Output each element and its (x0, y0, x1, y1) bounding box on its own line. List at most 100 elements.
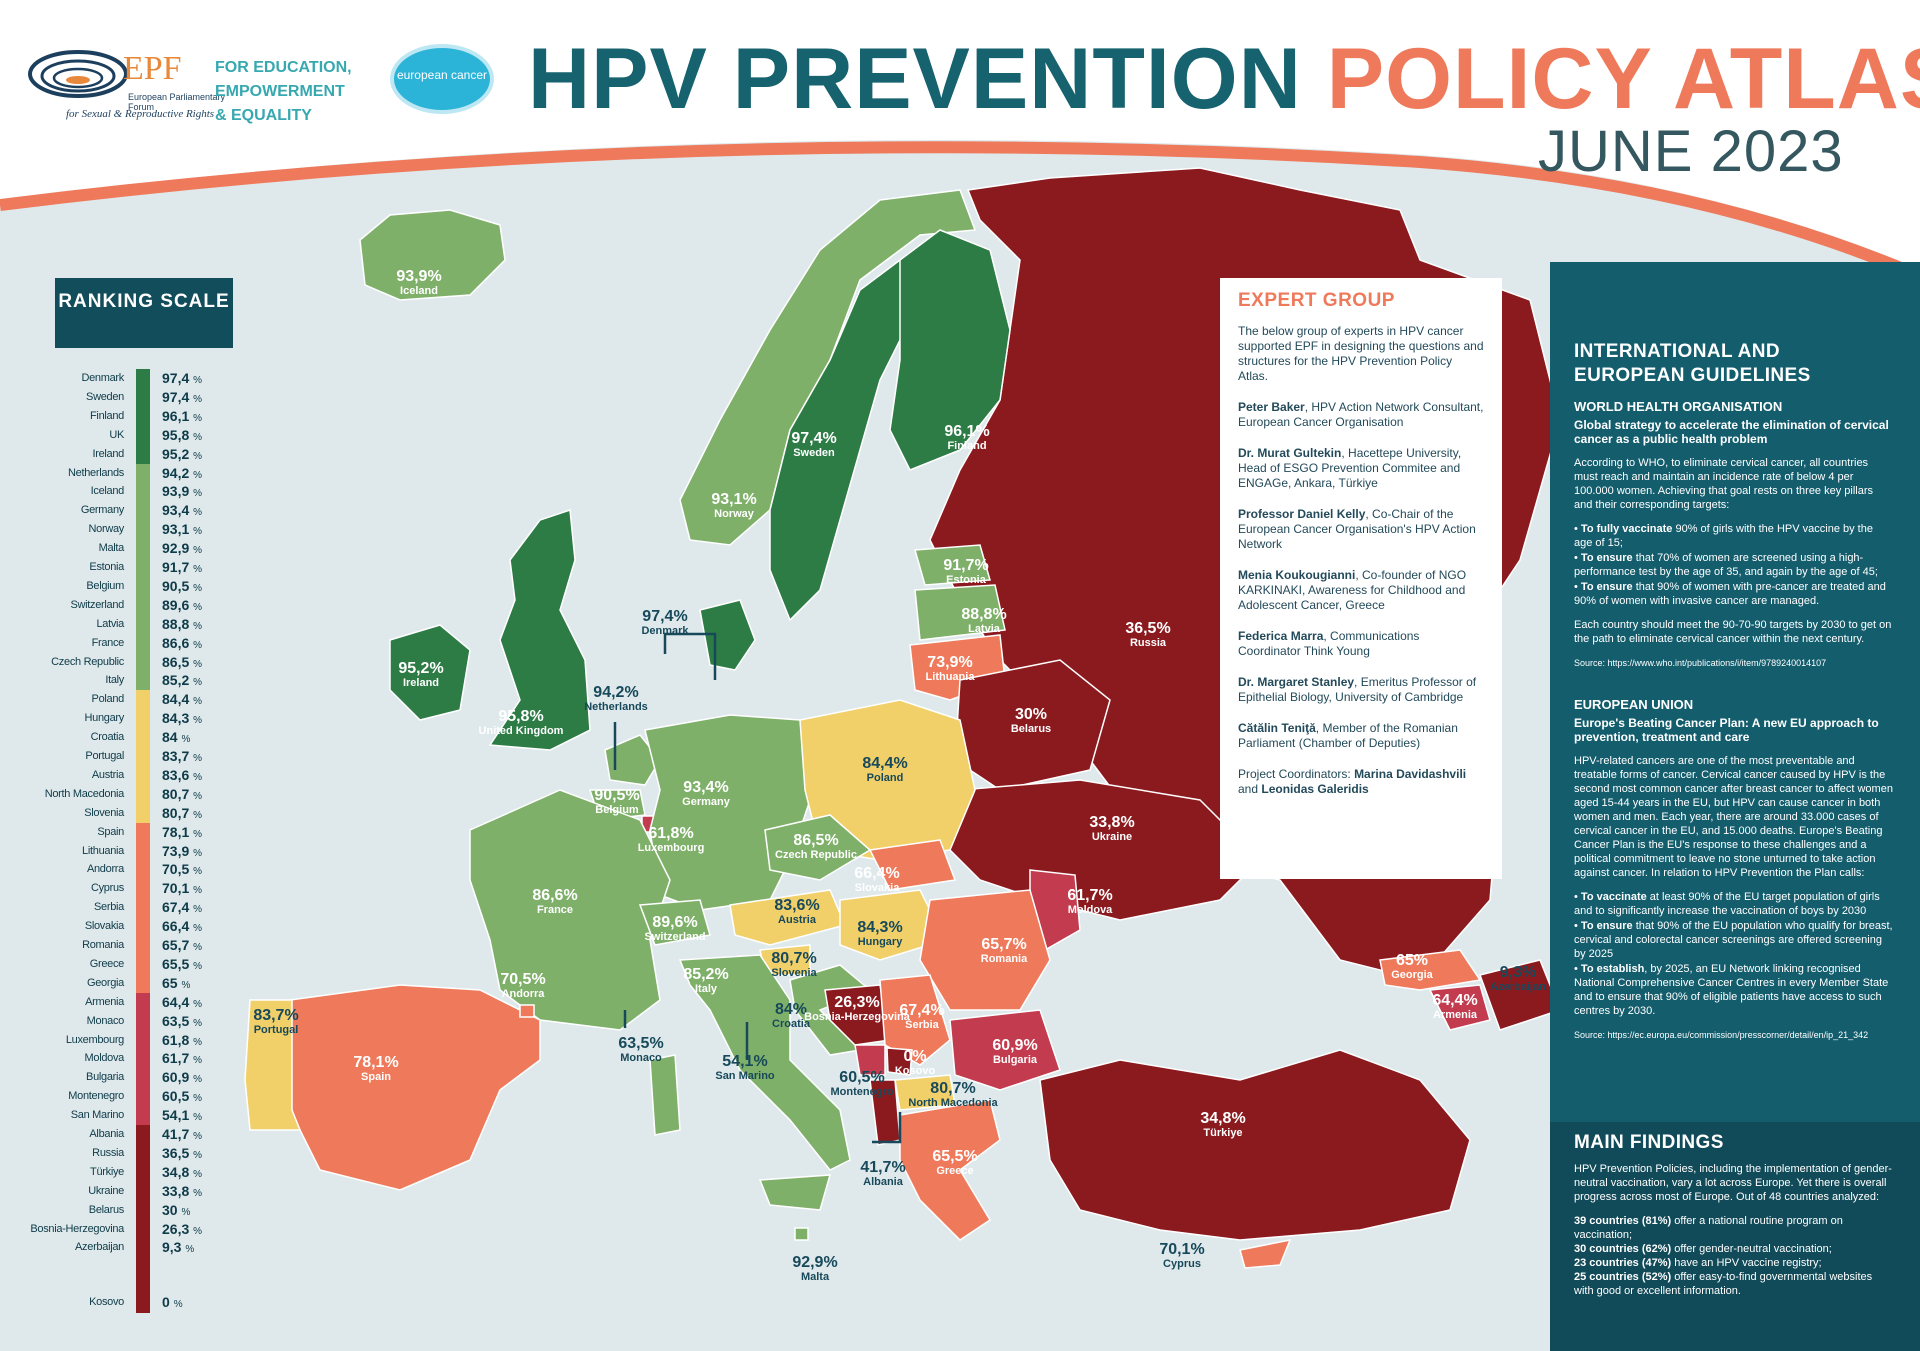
map-label-ireland: 95,2% Ireland (398, 661, 443, 691)
map-label-value: 78,1% (353, 1054, 399, 1071)
percent-sign: % (193, 771, 203, 783)
country-netherlands (604, 734, 661, 786)
ranking-row: Finland 96,1 % (0, 407, 230, 426)
map-label-belgium: 90,5% Belgium (594, 788, 639, 818)
map-label-andorra: 70,5% Andorra (500, 972, 545, 1002)
map-label-germany: 93,4% Germany (682, 780, 730, 810)
ranking-row: San Marino 54,1 % (0, 1106, 230, 1125)
map-label-slovenia: 80,7% Slovenia (771, 951, 816, 981)
ranking-value: 80,7 % (162, 786, 202, 802)
map-label-country: Croatia (772, 1018, 810, 1030)
map-label-value: 90,5% (594, 787, 640, 804)
ranking-number: 41,7 (162, 1126, 194, 1142)
map-label-armenia: 64,4% Armenia (1432, 993, 1477, 1023)
percent-sign: % (193, 790, 203, 802)
country-czech (764, 814, 872, 881)
expert-entry: Cătălin Teniţă, Member of the Romanian P… (1238, 721, 1484, 751)
ranking-value: 63,5 % (162, 1013, 202, 1029)
map-label-montenegro: 60,5% Montenegro (831, 1070, 894, 1100)
ranking-row: Türkiye 34,8 % (0, 1163, 230, 1182)
map-label-bosnia: 26,3% Bosnia-Herzegovina (804, 995, 910, 1025)
map-label-iceland: 93,9% Iceland (396, 269, 441, 299)
ranking-value: 96,1 % (162, 408, 202, 424)
ranking-row: UK 95,8 % (0, 426, 230, 445)
ranking-row: Croatia 84 % (0, 728, 230, 747)
bullet-lead: To fully vaccinate (1580, 523, 1673, 535)
ranking-value: 0 % (162, 1294, 183, 1310)
map-label-country: Luxembourg (637, 842, 705, 854)
map-label-cyprus: 70,1% Cyprus (1159, 1242, 1204, 1272)
page-title: HPV PREVENTION POLICY ATLAS (528, 30, 1920, 129)
map-label-value: 61,7% (1067, 887, 1113, 904)
bullet-text: at least 90% of the EU target population… (1574, 891, 1880, 917)
percent-sign: % (193, 942, 203, 953)
map-label-denmark: 97,4% Denmark (641, 609, 688, 639)
country-sweden (769, 258, 911, 622)
ranking-value: 95,8 % (162, 427, 202, 443)
ranking-color-bar (136, 898, 150, 918)
ranking-number: 60,9 (162, 1069, 194, 1086)
map-label-value: 70,1% (1159, 1241, 1205, 1258)
map-label-country: Georgia (1391, 969, 1433, 981)
ranking-value: 83,6 % (162, 767, 202, 783)
map-label-value: 97,4% (791, 430, 837, 447)
ranking-color-bar (136, 1068, 150, 1088)
ranking-number: 73,9 (162, 842, 194, 859)
ranking-row: Montenegro 60,5 % (0, 1087, 230, 1106)
ranking-value: 86,5 % (162, 654, 202, 670)
ranking-color-bar (136, 369, 150, 389)
ranking-number: 93,4 (162, 502, 194, 519)
ranking-scale-title: RANKING SCALE (55, 278, 233, 348)
ranking-color-bar (136, 671, 150, 691)
percent-sign: % (193, 582, 203, 594)
map-label-greece: 65,5% Greece (932, 1149, 977, 1179)
ranking-country-name: Poland (91, 693, 125, 706)
ranking-number: 54,1 (162, 1107, 194, 1124)
ranking-number: 78,1 (162, 823, 194, 840)
expert-role: , Co-founder of NGO KARKINAKI, Awareness… (1238, 568, 1467, 612)
ranking-number: 93,1 (162, 521, 194, 538)
ranking-value: 66,4 % (162, 918, 202, 934)
ranking-number: 9,3 (162, 1239, 186, 1256)
ranking-color-bar (136, 444, 150, 465)
ranking-row: Norway 93,1 % (0, 520, 230, 539)
ranking-value: 80,7 % (162, 805, 202, 821)
ranking-country-name: Germany (80, 504, 124, 517)
ranking-number: 92,9 (162, 540, 194, 557)
map-label-value: 84,3% (857, 919, 903, 936)
ranking-color-bar (136, 1125, 150, 1145)
map-label-country: Cyprus (1163, 1258, 1201, 1270)
bullet-lead: To ensure (1580, 920, 1633, 932)
map-label-country: Lithuania (925, 671, 975, 683)
bullet-text: 90% of girls with the HPV vaccine by the… (1574, 523, 1873, 549)
ranking-value: 67,4 % (162, 899, 202, 915)
ranking-row: Sweden 97,4 % (0, 388, 230, 407)
map-label-country: Armenia (1432, 1009, 1478, 1021)
expert-role: , Co-Chair of the European Cancer Organi… (1238, 507, 1476, 551)
finding-text: offer gender-neutral vaccination; (1671, 1243, 1832, 1255)
country-italy (678, 954, 851, 1171)
project-coordinators: Project Coordinators: Marina Davidashvil… (1238, 767, 1484, 797)
ranking-color-bar (136, 765, 150, 786)
expert-role: , Communications Coordinator Think Young (1238, 629, 1420, 658)
map-label-country: Russia (1129, 637, 1167, 649)
country-northmacedonia (894, 1074, 956, 1111)
map-label-value: 65% (1395, 952, 1429, 969)
bullet-lead: To ensure (1580, 552, 1633, 564)
map-label-value: 95,2% (398, 660, 444, 677)
eu-heading: EUROPEAN UNION (1574, 697, 1694, 712)
country-sicily (758, 1174, 832, 1211)
eu-source: Source: https://ec.europa.eu/commission/… (1574, 1030, 1869, 1040)
map-label-value: 33,8% (1089, 814, 1135, 831)
ranking-country-name: Latvia (96, 617, 124, 630)
ranking-color-bar (136, 539, 150, 559)
who-source: Source: https://www.who.int/publications… (1574, 658, 1827, 668)
country-slovakia (868, 839, 957, 891)
eu-targets-list: • To vaccinate at least 90% of the EU ta… (1574, 890, 1894, 1018)
map-label-country: San Marino (715, 1070, 775, 1082)
expert-group-title: EXPERT GROUP (1238, 290, 1395, 311)
map-label-serbia: 67,4% Serbia (899, 1003, 944, 1033)
ranking-country-name: Monaco (86, 1014, 125, 1027)
percent-sign: % (193, 885, 203, 897)
european-cancer-logo: european cancer (390, 44, 494, 114)
